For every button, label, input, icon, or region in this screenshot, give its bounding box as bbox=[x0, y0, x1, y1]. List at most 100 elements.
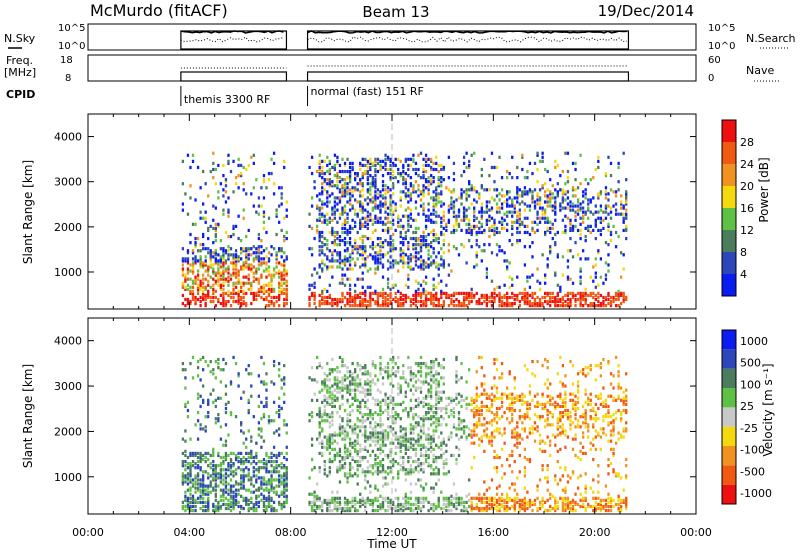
echo-cell bbox=[181, 281, 185, 285]
echo-cell bbox=[437, 184, 440, 188]
echo-cell bbox=[523, 245, 527, 249]
echo-cell bbox=[184, 285, 187, 289]
echo-cell bbox=[556, 255, 559, 259]
echo-cell bbox=[242, 281, 245, 285]
echo-cell bbox=[485, 204, 489, 208]
echo-cell bbox=[399, 301, 402, 306]
echo-cell bbox=[506, 303, 509, 308]
echo-cell bbox=[331, 384, 334, 388]
echo-cell bbox=[354, 212, 357, 216]
echo-cell bbox=[452, 224, 456, 228]
echo-cell bbox=[181, 269, 185, 273]
echo-cell bbox=[612, 299, 615, 304]
echo-cell bbox=[321, 212, 324, 216]
echo-cell bbox=[551, 299, 554, 304]
echo-cell bbox=[374, 435, 377, 439]
echo-cell bbox=[462, 161, 466, 166]
echo-cell bbox=[224, 299, 228, 304]
echo-cell bbox=[490, 196, 494, 200]
echo-cell bbox=[465, 230, 468, 235]
echo-cell bbox=[612, 295, 615, 300]
echo-cell bbox=[511, 214, 514, 218]
echo-cell bbox=[338, 464, 342, 468]
echo-cell bbox=[536, 267, 539, 271]
echo-cell bbox=[556, 291, 559, 296]
echo-cell bbox=[392, 243, 395, 247]
echo-cell bbox=[257, 486, 261, 490]
echo-cell bbox=[402, 468, 405, 472]
echo-cell bbox=[234, 249, 238, 253]
echo-cell bbox=[392, 285, 395, 289]
echo-cell bbox=[275, 455, 278, 460]
echo-cell bbox=[442, 202, 445, 206]
echo-cell bbox=[424, 394, 428, 398]
echo-cell bbox=[419, 464, 423, 468]
echo-cell bbox=[366, 159, 369, 163]
echo-cell bbox=[283, 376, 286, 380]
echo-cell bbox=[316, 380, 319, 384]
echo-cell bbox=[272, 301, 276, 306]
echo-cell bbox=[597, 155, 600, 159]
echo-cell bbox=[250, 372, 253, 376]
echo-cell bbox=[333, 163, 337, 168]
echo-cell bbox=[361, 386, 364, 390]
echo-cell bbox=[407, 194, 410, 198]
echo-cell bbox=[331, 303, 334, 308]
echo-cell bbox=[584, 192, 587, 196]
echo-cell bbox=[313, 490, 316, 494]
echo-cell bbox=[267, 293, 271, 298]
echo-cell bbox=[404, 506, 407, 511]
echo-cell bbox=[227, 271, 230, 275]
echo-cell bbox=[607, 263, 610, 267]
echo-cell bbox=[579, 257, 582, 261]
echo-cell bbox=[361, 216, 364, 220]
echo-cell bbox=[392, 200, 395, 204]
echo-cell bbox=[265, 480, 268, 484]
echo-cell bbox=[234, 492, 238, 496]
echo-cell bbox=[389, 394, 392, 398]
echo-cell bbox=[217, 275, 220, 279]
echo-cell bbox=[569, 228, 572, 233]
echo-cell bbox=[379, 437, 382, 441]
echo-cell bbox=[386, 402, 390, 407]
echo-cell bbox=[435, 265, 438, 269]
echo-cell bbox=[407, 216, 410, 220]
echo-cell bbox=[493, 218, 496, 222]
echo-cell bbox=[280, 196, 283, 200]
echo-cell bbox=[427, 232, 430, 237]
echo-cell bbox=[285, 301, 288, 306]
echo-cell bbox=[549, 245, 552, 249]
echo-cell bbox=[488, 243, 491, 247]
echo-cell bbox=[336, 186, 339, 190]
echo-cell bbox=[234, 361, 238, 366]
echo-cell bbox=[369, 490, 372, 494]
echo-cell bbox=[323, 380, 326, 384]
echo-cell bbox=[366, 171, 369, 176]
echo-cell bbox=[351, 251, 354, 255]
echo-cell bbox=[252, 504, 255, 509]
nsearch-trace bbox=[307, 36, 627, 43]
echo-cell bbox=[465, 192, 468, 196]
echo-cell bbox=[602, 299, 605, 304]
echo-cell bbox=[462, 218, 466, 222]
echo-cell bbox=[343, 257, 347, 261]
echo-cell bbox=[323, 236, 326, 241]
echo-cell bbox=[333, 376, 337, 380]
echo-cell bbox=[196, 500, 200, 505]
echo-cell bbox=[272, 273, 276, 277]
echo-cell bbox=[364, 380, 367, 384]
echo-cell bbox=[374, 289, 377, 293]
echo-cell bbox=[348, 413, 352, 417]
echo-cell bbox=[450, 202, 453, 206]
echo-cell bbox=[579, 267, 582, 271]
echo-cell bbox=[617, 180, 620, 184]
echo-cell bbox=[316, 496, 319, 500]
echo-cell bbox=[328, 220, 331, 224]
echo-cell bbox=[326, 400, 329, 404]
echo-cell bbox=[518, 291, 521, 296]
echo-cell bbox=[328, 249, 331, 253]
echo-cell bbox=[614, 212, 618, 216]
echo-cell bbox=[267, 494, 271, 498]
echo-cell bbox=[202, 457, 205, 462]
echo-cell bbox=[422, 291, 425, 296]
